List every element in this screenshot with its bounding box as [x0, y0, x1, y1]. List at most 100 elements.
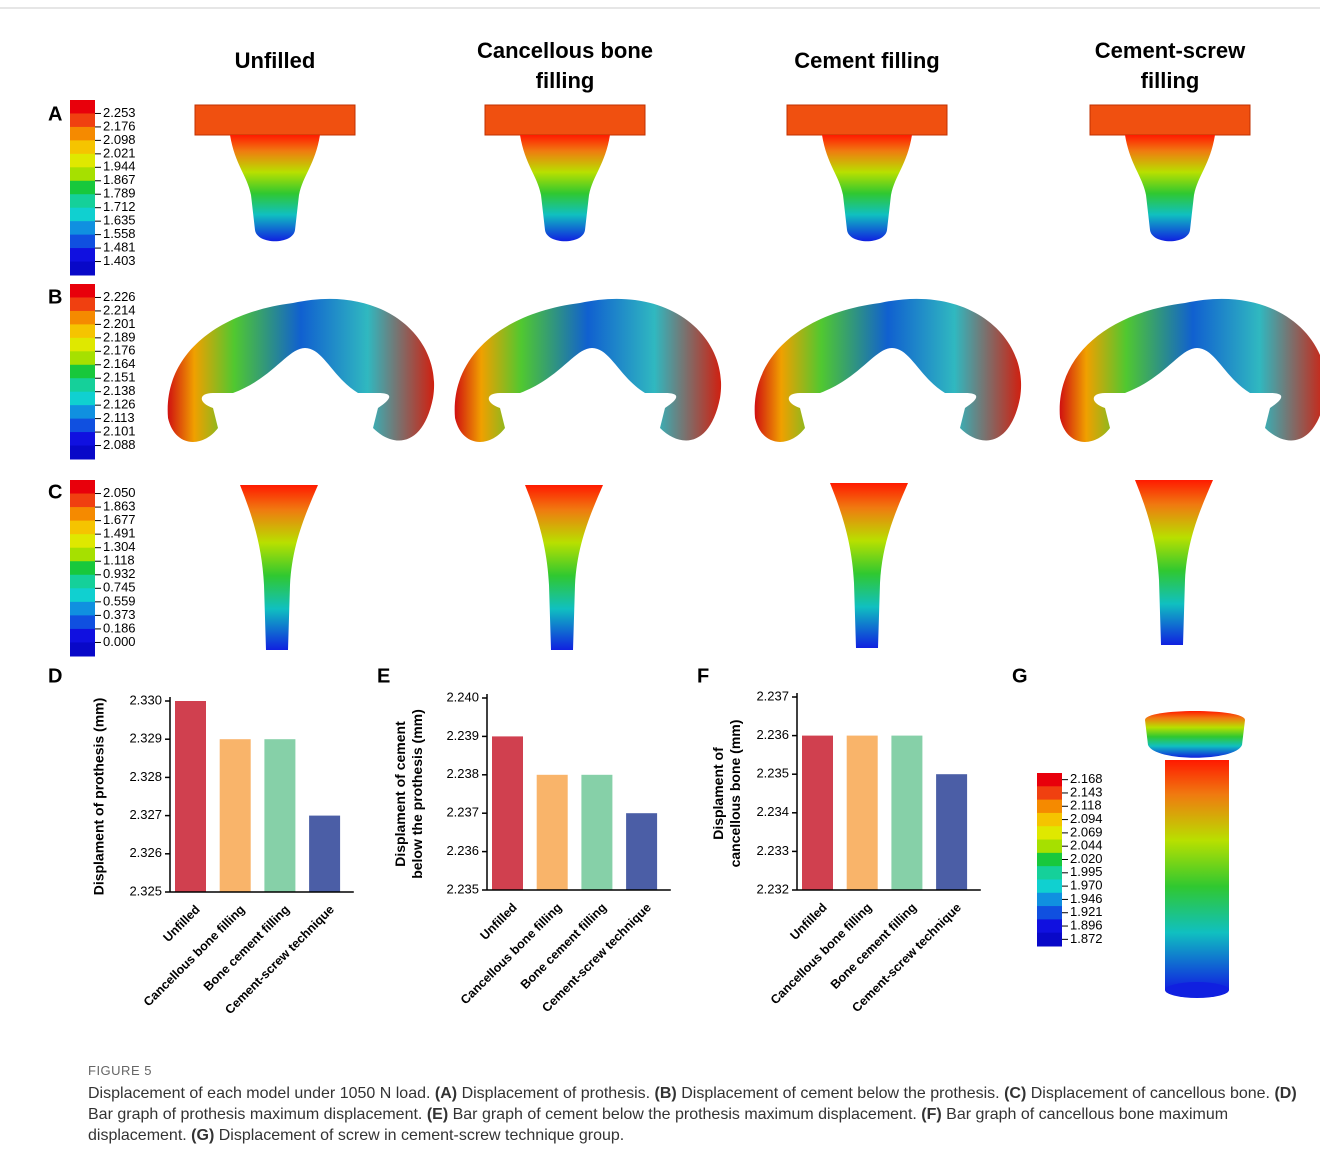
color-swatch: [1037, 879, 1062, 893]
x-tick-label: Bone cement filling: [518, 900, 609, 991]
color-swatch: [70, 521, 95, 535]
color-swatch: [1037, 893, 1062, 907]
bar: [309, 816, 340, 892]
color-swatch: [70, 181, 95, 195]
panel-label: G: [1012, 665, 1028, 687]
y-axis-label: Displament of: [710, 747, 726, 840]
y-axis-label: Displament of cement: [392, 721, 408, 867]
color-swatch: [70, 194, 95, 208]
color-swatch: [70, 262, 95, 276]
column-header: Cancellous bone: [477, 38, 653, 63]
caption-text: Displacement of cancellous bone.: [1031, 1085, 1270, 1102]
bone-model: [240, 485, 318, 650]
color-swatch: [70, 480, 95, 494]
color-swatch: [70, 365, 95, 379]
y-tick-label: 2.236: [756, 727, 789, 742]
y-axis-label: cancellous bone (mm): [727, 720, 743, 868]
color-swatch: [70, 311, 95, 325]
caption-text: Displacement of each model under 1050 N …: [88, 1085, 430, 1102]
y-tick-label: 2.328: [129, 769, 162, 784]
color-swatch: [70, 297, 95, 311]
color-swatch: [70, 378, 95, 392]
bar: [264, 739, 295, 892]
bar: [492, 736, 523, 890]
color-swatch: [70, 324, 95, 338]
bar: [626, 813, 657, 890]
color-swatch: [70, 575, 95, 589]
prosthesis-model: [195, 105, 355, 241]
color-swatch: [70, 167, 95, 181]
y-tick-label: 2.330: [129, 692, 162, 707]
color-swatch: [70, 154, 95, 168]
color-swatch: [1037, 906, 1062, 920]
color-swatch: [70, 602, 95, 616]
color-swatch: [1037, 840, 1062, 854]
y-axis-label: below the prothesis (mm): [409, 709, 425, 879]
caption-text: Displacement of prothesis.: [462, 1085, 651, 1102]
color-label: 0.000: [103, 634, 136, 649]
color-label: 1.403: [103, 253, 136, 268]
color-swatch: [70, 392, 95, 406]
bar: [537, 775, 568, 890]
color-swatch: [70, 140, 95, 154]
y-tick-label: 2.239: [446, 728, 479, 743]
caption-label: (D): [1274, 1085, 1296, 1102]
y-tick-label: 2.326: [129, 845, 162, 860]
prosthesis-model: [1090, 105, 1250, 241]
color-swatch: [70, 338, 95, 352]
y-tick-label: 2.234: [756, 804, 789, 819]
y-tick-label: 2.236: [446, 843, 479, 858]
color-swatch: [1037, 786, 1062, 800]
y-tick-label: 2.325: [129, 883, 162, 898]
color-swatch: [70, 588, 95, 602]
cement-model: [168, 299, 434, 442]
color-swatch: [70, 113, 95, 127]
caption-text: Displacement of cement below the prothes…: [681, 1085, 999, 1102]
y-tick-label: 2.238: [446, 766, 479, 781]
bone-model: [830, 483, 908, 648]
color-swatch: [1037, 813, 1062, 827]
panel-label: F: [697, 665, 709, 687]
color-swatch: [70, 446, 95, 460]
color-swatch: [70, 235, 95, 249]
x-tick-label: Bone cement filling: [201, 902, 292, 993]
caption-text: Bar graph of prothesis maximum displacem…: [88, 1106, 422, 1123]
y-tick-label: 2.232: [756, 881, 789, 896]
color-swatch: [70, 432, 95, 446]
bar: [175, 701, 206, 892]
y-tick-label: 2.233: [756, 843, 789, 858]
color-swatch: [1037, 800, 1062, 814]
cement-model: [455, 299, 721, 442]
color-swatch: [70, 208, 95, 222]
color-swatch: [1037, 933, 1062, 947]
y-axis-label: Displament of prothesis (mm): [91, 698, 107, 896]
color-swatch: [70, 629, 95, 643]
caption-label: (A): [435, 1085, 457, 1102]
prosthesis-model: [787, 105, 947, 241]
panel-label: C: [48, 481, 62, 503]
y-tick-label: 2.240: [446, 689, 479, 704]
y-tick-label: 2.237: [756, 688, 789, 703]
column-header: Unfilled: [235, 48, 316, 73]
caption-label: (F): [921, 1106, 941, 1123]
color-swatch: [70, 548, 95, 562]
bar: [936, 774, 967, 890]
column-header: Cement-screw: [1095, 38, 1246, 63]
caption-text: Displacement of screw in cement-screw te…: [219, 1127, 625, 1144]
bar: [891, 736, 922, 890]
x-tick-label: Unfilled: [478, 900, 520, 942]
screw-model: [1145, 711, 1245, 998]
color-swatch: [70, 507, 95, 521]
caption-text: Bar graph of cement below the prothesis …: [453, 1106, 917, 1123]
y-tick-label: 2.235: [756, 766, 789, 781]
color-swatch: [70, 127, 95, 141]
cement-model: [755, 299, 1021, 442]
x-tick-label: Unfilled: [788, 900, 830, 942]
color-swatch: [70, 615, 95, 629]
panel-label: B: [48, 286, 62, 308]
figure: UnfilledCancellous bonefillingCement fil…: [0, 0, 1320, 1050]
color-swatch: [70, 534, 95, 548]
color-swatch: [1037, 826, 1062, 840]
caption-label: (E): [427, 1106, 448, 1123]
bar: [847, 736, 878, 890]
